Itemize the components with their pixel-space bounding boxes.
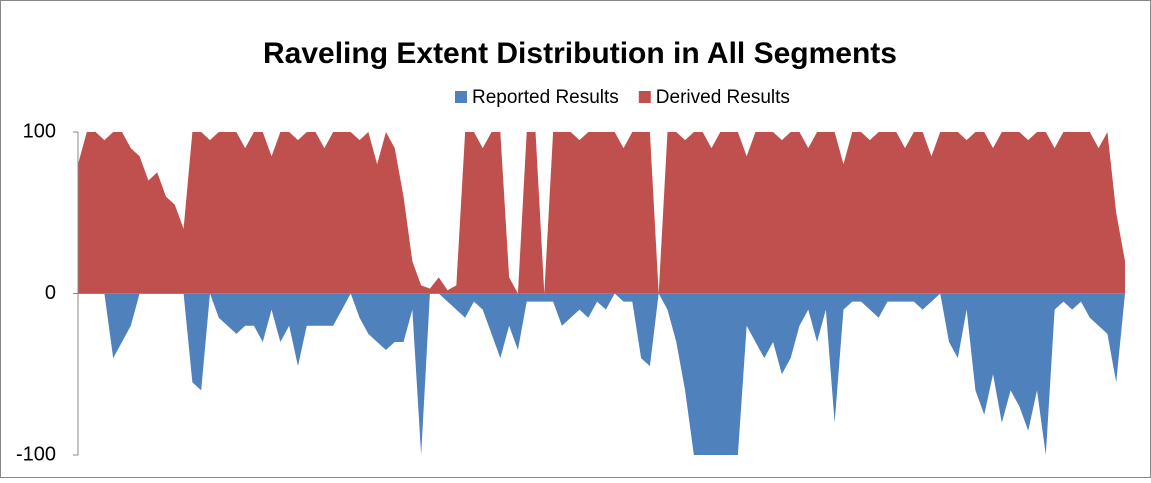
y-tick-label: -100 [16,443,56,465]
area [78,132,1125,294]
y-tick-label: 0 [45,282,56,304]
legend-swatch [455,91,467,103]
chart-title: Raveling Extent Distribution in All Segm… [263,37,897,70]
legend-swatch [638,91,651,103]
y-tick-label: 100 [23,120,56,142]
legend-label: Derived Results [656,87,790,108]
area [78,293,1125,455]
legend-label: Reported Results [472,87,619,108]
